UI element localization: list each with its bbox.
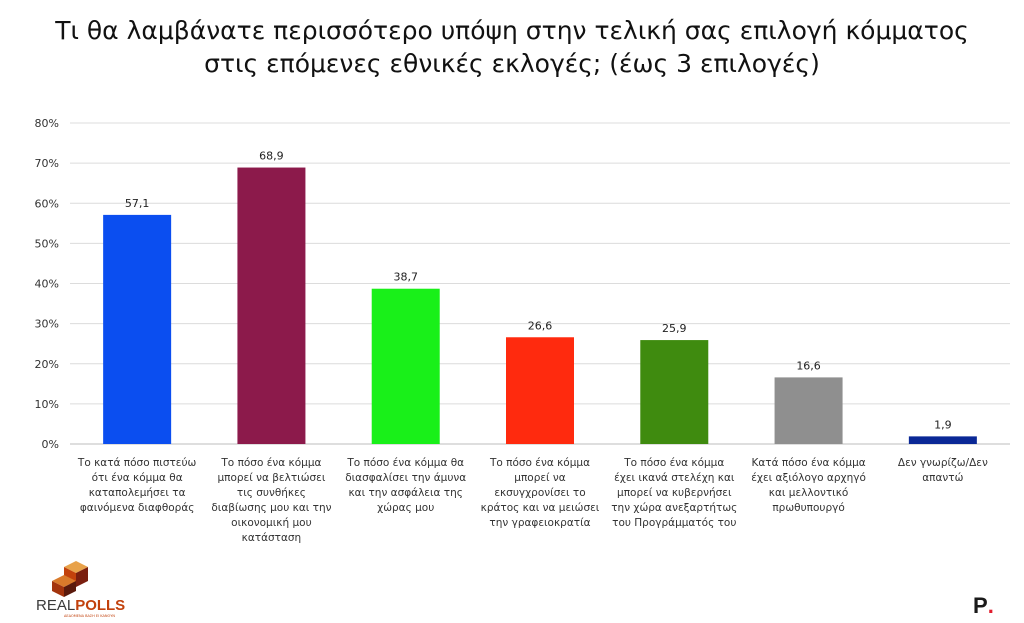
x-tick-label-line: έχει ικανά στελέχη και	[614, 472, 735, 484]
x-tick-label-line: την γραφειοκρατία	[489, 517, 590, 529]
x-tick-label-line: οικονομική μου	[231, 517, 311, 529]
y-tick-label: 10%	[35, 398, 59, 411]
logo-text-polls: POLLS	[75, 597, 126, 614]
y-axis: 0% 10% 20% 30% 40% 50% 60% 70% 80%	[35, 117, 59, 451]
x-tick-label-line: την χώρα ανεξαρτήτως	[611, 502, 737, 514]
x-tick-label-line: μπορεί να κυβερνήσει	[617, 487, 732, 499]
x-tick-label-line: έχει αξιόλογο αρχηγό	[751, 472, 866, 484]
x-tick-label: Το πόσο ένα κόμμα θα διασφαλίσει την άμυν…	[345, 457, 466, 514]
x-tick-label-line: χώρας μου	[377, 502, 434, 514]
chart-title-line-2: στις επόμενες εθνικές εκλογές; (έως 3 επ…	[204, 49, 820, 78]
logo-tagline: ΔΕΔΟΜΕΝΑ ΒΑΣΗ ΕΙ ΚΑΝΟΥΝ	[64, 614, 116, 618]
data-label: 1,9	[934, 418, 952, 431]
x-tick-label-line: φαινόμενα διαφθοράς	[80, 502, 195, 514]
bar	[103, 214, 172, 444]
y-tick-label: 20%	[35, 358, 59, 371]
x-tick-label-line: Το πόσο ένα κόμμα	[623, 457, 724, 469]
x-tick-label-line: ότι ένα κόμμα θα	[92, 472, 183, 484]
x-tick-label-line: απαντώ	[922, 472, 963, 484]
chart-title: Τι θα λαμβάνατε περισσότερο υπόψη στην τ…	[0, 14, 1024, 80]
y-tick-label: 80%	[35, 117, 59, 130]
bars	[103, 167, 977, 444]
x-tick-label-line: κατάσταση	[242, 532, 302, 544]
chart-title-line-1: Τι θα λαμβάνατε περισσότερο υπόψη στην τ…	[55, 16, 969, 45]
x-tick-label-line: εκσυγχρονίσει το	[494, 487, 585, 499]
x-tick-label-line: πρωθυπουργό	[772, 502, 844, 514]
y-tick-label: 50%	[35, 237, 59, 250]
x-tick-label-line: Το κατά πόσο πιστεύω	[77, 457, 197, 469]
x-axis-labels: Το κατά πόσο πιστεύω ότι ένα κόμμα θα κατα…	[77, 457, 988, 544]
x-tick-label: Το πόσο ένα κόμμα έχει ικανά στελέχη και μ…	[611, 457, 737, 529]
logo-text-real: REAL	[36, 597, 76, 614]
x-tick-label-line: Το πόσο ένα κόμμα θα	[346, 457, 464, 469]
y-tick-label: 0%	[42, 438, 59, 451]
x-tick-label: Δεν γνωρίζω/Δεν απαντώ	[898, 457, 988, 484]
brand-mark-dot: .	[987, 593, 994, 618]
realpolls-logo-icon	[52, 561, 88, 597]
realpolls-logo-text: REALPOLLS	[36, 597, 125, 614]
data-label: 26,6	[528, 319, 553, 332]
y-tick-label: 30%	[35, 318, 59, 331]
bar	[371, 288, 440, 444]
data-label: 38,7	[393, 271, 418, 284]
brand-mark-letter: P	[973, 593, 988, 618]
bar	[506, 337, 574, 444]
x-tick-label-line: Δεν γνωρίζω/Δεν	[898, 457, 988, 469]
bar	[908, 436, 977, 444]
x-tick-label-line: μπορεί να βελτιώσει	[217, 472, 325, 484]
x-tick-label-line: και μελλοντικό	[769, 487, 849, 499]
x-tick-label-line: μπορεί να	[514, 472, 566, 484]
x-tick-label: Το πόσο ένα κόμμα μπορεί να εκσυγχρονίσει …	[481, 457, 600, 529]
bar	[774, 377, 843, 444]
x-tick-label: Το κατά πόσο πιστεύω ότι ένα κόμμα θα κατα…	[77, 457, 197, 514]
x-tick-label: Κατά πόσο ένα κόμμα έχει αξιόλογο αρχηγό κ…	[751, 457, 866, 514]
x-tick-label-line: καταπολεμήσει τα	[89, 487, 186, 499]
y-tick-label: 60%	[35, 197, 59, 210]
brand-mark: P.	[973, 593, 994, 619]
data-label: 25,9	[662, 322, 687, 335]
x-tick-label-line: κράτος και να μειώσει	[481, 502, 600, 514]
bar	[640, 340, 709, 444]
x-tick-label-line: Κατά πόσο ένα κόμμα	[751, 457, 865, 469]
x-tick-label-line: του Προγράμματός του	[612, 517, 736, 529]
value-labels: 57,1 68,9 38,7 26,6 25,9 16,6 1,9	[125, 150, 952, 432]
x-tick-label-line: διασφαλίσει την άμυνα	[345, 472, 466, 484]
x-tick-label-line: διαβίωσης μου και την	[211, 502, 331, 514]
data-label: 68,9	[259, 150, 284, 163]
x-tick-label-line: και την ασφάλεια της	[348, 487, 462, 499]
bar	[237, 167, 306, 444]
x-tick-label: Το πόσο ένα κόμμα μπορεί να βελτιώσει τις …	[211, 457, 331, 544]
y-tick-label: 40%	[35, 278, 59, 291]
x-tick-label-line: τις συνθήκες	[237, 487, 306, 499]
data-label: 57,1	[125, 197, 150, 210]
data-label: 16,6	[796, 359, 821, 372]
x-tick-label-line: Το πόσο ένα κόμμα	[220, 457, 321, 469]
x-tick-label-line: Το πόσο ένα κόμμα	[489, 457, 590, 469]
y-tick-label: 70%	[35, 157, 59, 170]
